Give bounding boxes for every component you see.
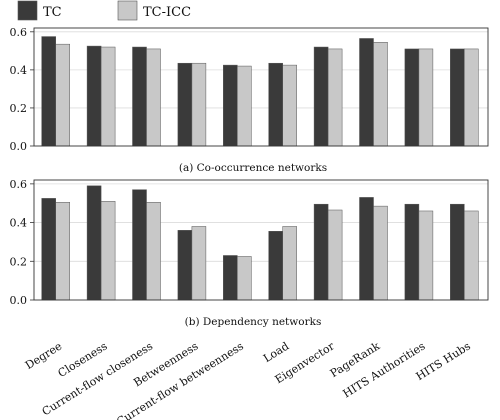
bar-tc-2 [132,189,147,301]
chart-panel-dependency: 0.0 0.2 0.4 0.6 (b) Dependency networks [10,178,489,328]
bar-tc-6 [313,46,329,147]
legend-label-0: TC [43,5,62,20]
bar-tc-icc-0 [55,43,70,147]
category-label-8: HITS Authorities [341,339,428,400]
bar-tc-icc-2 [146,48,161,147]
bar-tc-4 [223,255,238,301]
bar-tc-6 [313,203,329,301]
plot-frame [33,27,489,147]
bar-tc-icc-9 [464,210,479,301]
bar-tc-3 [177,230,193,301]
bar-tc-8 [404,203,420,301]
plot-frame [33,179,489,301]
bar-tc-4 [223,64,238,147]
bar-tc-7 [359,38,374,147]
legend-label-1: TC-ICC [143,5,191,20]
bar-tc-5 [268,231,283,301]
ytick-label-3: 0.6 [10,26,28,39]
ytick-label-2: 0.4 [10,217,28,230]
bar-tc-0 [41,36,56,147]
bar-tc-7 [359,197,374,301]
bar-tc-icc-2 [146,202,161,301]
bar-tc-icc-1 [100,201,116,301]
bar-tc-icc-0 [55,202,70,301]
bar-tc-icc-6 [327,48,343,147]
bar-tc-9 [450,48,465,147]
bar-tc-2 [132,46,147,147]
legend-swatch-0 [17,0,38,21]
ytick-label-0: 0.0 [10,140,28,153]
bar-tc-1 [86,45,102,147]
bar-tc-icc-7 [373,205,388,301]
bar-tc-icc-6 [327,209,343,301]
panel-caption: (b) Dependency networks [185,316,322,328]
category-label-5: Load [261,340,291,366]
bar-tc-icc-1 [100,46,116,147]
legend: TC TC-ICC [17,0,191,21]
ytick-label-1: 0.2 [10,255,28,268]
bar-tc-9 [450,203,465,301]
bar-tc-icc-3 [191,226,207,301]
bar-tc-3 [177,62,193,147]
bar-tc-icc-4 [237,65,252,147]
bar-tc-icc-5 [282,226,297,301]
bar-tc-icc-9 [464,48,479,147]
bar-tc-0 [41,198,56,301]
ytick-label-2: 0.4 [10,64,28,77]
bar-tc-1 [86,185,102,301]
ytick-label-3: 0.6 [10,178,28,191]
ytick-label-1: 0.2 [10,102,28,115]
bar-tc-icc-5 [282,64,297,147]
bar-tc-icc-7 [373,42,388,147]
legend-swatch-1 [117,0,138,21]
bar-tc-icc-8 [418,210,434,301]
bar-tc-8 [404,48,420,147]
bar-tc-icc-8 [418,48,434,147]
panel-caption: (a) Co-occurrence networks [179,162,327,174]
bar-tc-icc-4 [237,256,252,301]
bar-tc-icc-3 [191,62,207,147]
chart-panel-cooccurrence: 0.0 0.2 0.4 0.6 (a) Co-occurrence networks [10,26,489,174]
ytick-label-0: 0.0 [10,294,28,307]
bar-tc-5 [268,62,283,147]
